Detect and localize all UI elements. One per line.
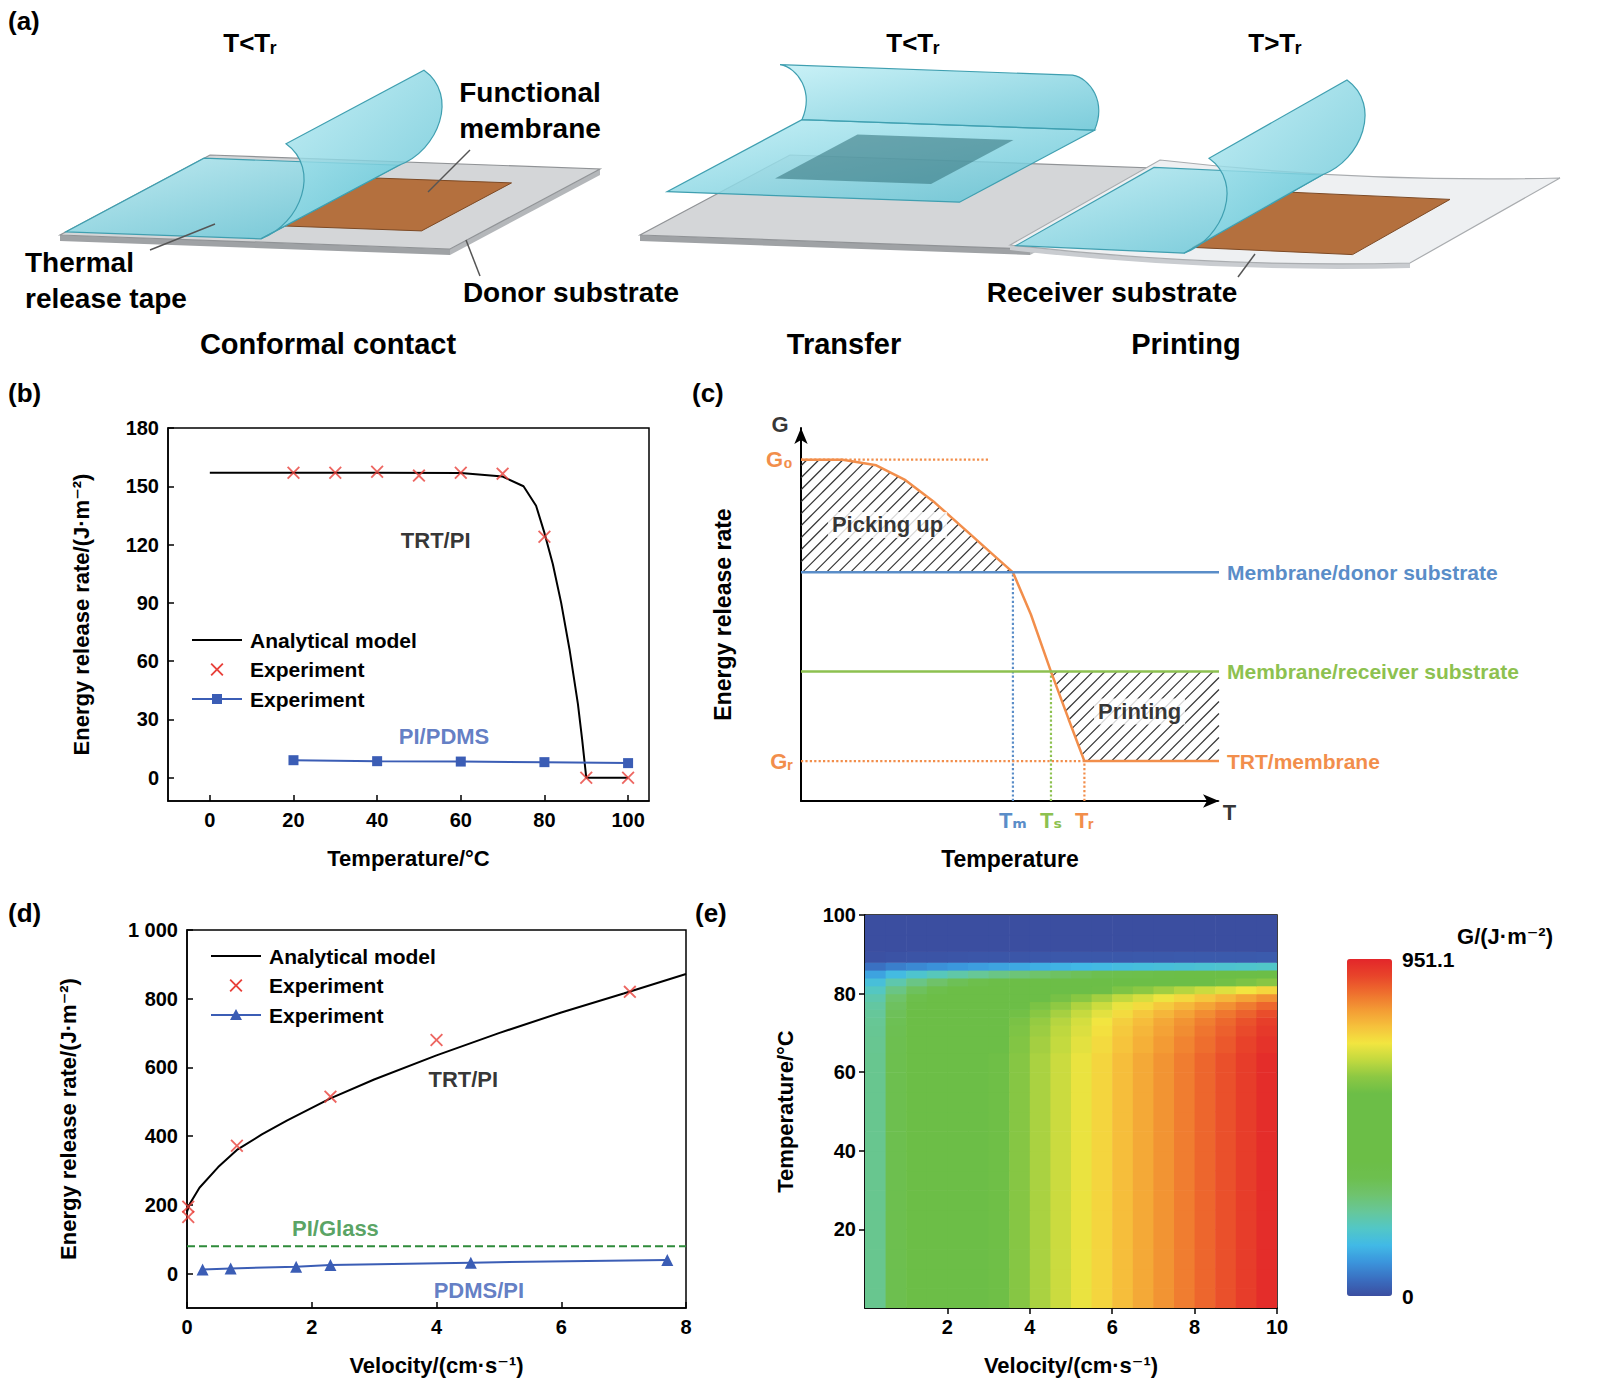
svg-text:Receiver substrate: Receiver substrate [987, 277, 1238, 308]
html-text:(a): (a) [8, 6, 40, 36]
svg-text:80: 80 [834, 983, 856, 1005]
svg-text:6: 6 [556, 1316, 567, 1338]
svg-text:Velocity/(cm·s⁻¹): Velocity/(cm·s⁻¹) [984, 1353, 1158, 1378]
svg-text:120: 120 [126, 534, 159, 556]
html-text:(d): (d) [8, 898, 42, 928]
svg-text:PDMS/PI: PDMS/PI [434, 1278, 524, 1303]
svg-text:Temperature/°C: Temperature/°C [327, 846, 490, 871]
svg-text:100: 100 [611, 809, 644, 831]
svg-text:Temperature: Temperature [941, 846, 1079, 872]
svg-text:180: 180 [126, 417, 159, 439]
svg-text:60: 60 [137, 650, 159, 672]
svg-text:G₀: G₀ [766, 447, 793, 472]
svg-text:Energy release rate/(J·m⁻²): Energy release rate/(J·m⁻²) [69, 474, 94, 756]
svg-text:400: 400 [145, 1125, 178, 1147]
svg-text:Donor substrate: Donor substrate [463, 277, 679, 308]
svg-text:Printing: Printing [1131, 328, 1241, 360]
svg-text:Tₛ: Tₛ [1040, 808, 1062, 833]
svg-text:Gᵣ: Gᵣ [770, 749, 793, 774]
svg-text:8: 8 [1189, 1316, 1200, 1338]
svg-text:Picking up: Picking up [832, 512, 943, 537]
svg-text:60: 60 [450, 809, 472, 831]
html-text:(e): (e) [695, 898, 727, 928]
svg-text:T: T [1223, 800, 1237, 825]
svg-text:TRT/PI: TRT/PI [428, 1067, 498, 1092]
svg-text:T<Tᵣ: T<Tᵣ [223, 28, 277, 58]
svg-text:Velocity/(cm·s⁻¹): Velocity/(cm·s⁻¹) [349, 1353, 523, 1378]
svg-text:8: 8 [680, 1316, 691, 1338]
svg-text:membrane: membrane [459, 113, 601, 144]
svg-text:30: 30 [137, 708, 159, 730]
svg-text:60: 60 [834, 1061, 856, 1083]
svg-text:TRT/PI: TRT/PI [401, 528, 471, 553]
svg-text:20: 20 [834, 1218, 856, 1240]
svg-text:Printing: Printing [1098, 699, 1181, 724]
svg-text:951.1: 951.1 [1402, 948, 1455, 971]
svg-text:Membrane/donor substrate: Membrane/donor substrate [1227, 561, 1498, 584]
svg-text:4: 4 [1024, 1316, 1036, 1338]
svg-text:Experiment: Experiment [269, 1004, 383, 1027]
svg-text:Tₘ: Tₘ [999, 808, 1027, 833]
svg-text:Membrane/receiver substrate: Membrane/receiver substrate [1227, 660, 1519, 683]
svg-text:0: 0 [148, 767, 159, 789]
svg-text:Experiment: Experiment [250, 658, 364, 681]
svg-text:TRT/membrane: TRT/membrane [1227, 750, 1380, 773]
svg-text:G: G [772, 412, 789, 437]
svg-text:Conformal contact: Conformal contact [200, 328, 457, 360]
svg-text:PI/PDMS: PI/PDMS [399, 724, 489, 749]
svg-text:Tᵣ: Tᵣ [1075, 808, 1094, 833]
svg-text:600: 600 [145, 1056, 178, 1078]
svg-text:Thermal: Thermal [25, 247, 134, 278]
svg-text:90: 90 [137, 592, 159, 614]
svg-text:0: 0 [181, 1316, 192, 1338]
svg-text:T>Tᵣ: T>Tᵣ [1248, 28, 1302, 58]
svg-text:1 000: 1 000 [128, 919, 178, 941]
svg-text:Analytical model: Analytical model [250, 629, 417, 652]
svg-text:0: 0 [204, 809, 215, 831]
svg-text:release tape: release tape [25, 283, 187, 314]
svg-text:T<Tᵣ: T<Tᵣ [886, 28, 940, 58]
svg-text:10: 10 [1266, 1316, 1288, 1338]
svg-text:6: 6 [1107, 1316, 1118, 1338]
svg-text:PI/Glass: PI/Glass [292, 1216, 379, 1241]
svg-text:G/(J·m⁻²): G/(J·m⁻²) [1457, 924, 1553, 949]
svg-text:4: 4 [431, 1316, 443, 1338]
svg-text:2: 2 [942, 1316, 953, 1338]
svg-text:40: 40 [834, 1140, 856, 1162]
svg-text:0: 0 [1402, 1285, 1414, 1308]
svg-text:200: 200 [145, 1194, 178, 1216]
svg-text:Functional: Functional [459, 77, 601, 108]
svg-text:20: 20 [282, 809, 304, 831]
svg-text:Transfer: Transfer [787, 328, 901, 360]
svg-text:Energy release rate/(J·m⁻²): Energy release rate/(J·m⁻²) [56, 978, 81, 1260]
svg-text:2: 2 [306, 1316, 317, 1338]
svg-text:Experiment: Experiment [269, 974, 383, 997]
html-text:(c): (c) [692, 378, 724, 408]
svg-text:Energy release rate: Energy release rate [710, 508, 736, 720]
svg-text:0: 0 [167, 1263, 178, 1285]
svg-text:80: 80 [533, 809, 555, 831]
svg-text:40: 40 [366, 809, 388, 831]
svg-text:Temperature/°C: Temperature/°C [773, 1030, 798, 1193]
html-text:(b): (b) [8, 378, 42, 408]
svg-text:150: 150 [126, 475, 159, 497]
svg-text:800: 800 [145, 988, 178, 1010]
svg-text:Analytical model: Analytical model [269, 945, 436, 968]
svg-text:Experiment: Experiment [250, 688, 364, 711]
svg-text:100: 100 [823, 904, 856, 926]
